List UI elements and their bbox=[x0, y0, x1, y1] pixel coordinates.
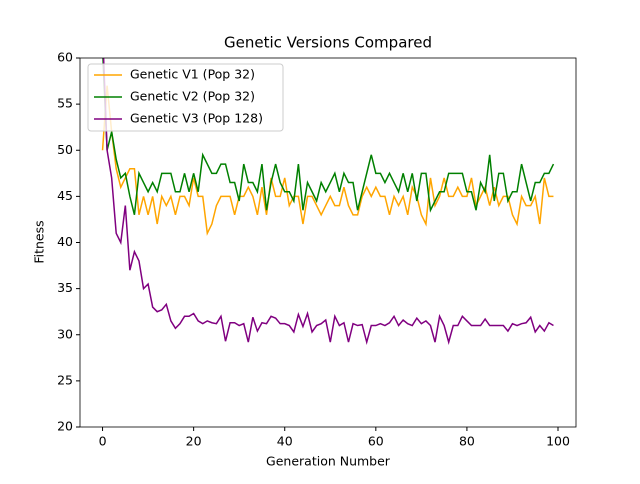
x-tick-label: 40 bbox=[277, 434, 293, 449]
y-tick-label: 20 bbox=[57, 419, 73, 434]
y-tick-label: 55 bbox=[57, 96, 73, 111]
y-tick-label: 45 bbox=[57, 188, 73, 203]
x-tick-label: 0 bbox=[99, 434, 107, 449]
plot-area bbox=[101, 58, 555, 346]
x-axis-label: Generation Number bbox=[266, 454, 391, 469]
x-tick-label: 20 bbox=[186, 434, 202, 449]
chart-title: Genetic Versions Compared bbox=[224, 34, 432, 52]
legend-label: Genetic V2 (Pop 32) bbox=[130, 89, 255, 104]
series-line bbox=[102, 58, 555, 216]
y-tick-label: 40 bbox=[57, 234, 73, 249]
legend-label: Genetic V1 (Pop 32) bbox=[130, 67, 255, 82]
legend-box bbox=[87, 63, 284, 132]
y-tick-label: 60 bbox=[57, 50, 73, 65]
y-tick-label: 25 bbox=[57, 372, 73, 387]
x-tick-label: 80 bbox=[459, 434, 475, 449]
y-axis-label: Fitness bbox=[32, 220, 47, 263]
y-tick-label: 30 bbox=[57, 326, 73, 341]
y-tick-label: 35 bbox=[57, 280, 73, 295]
axes-frame bbox=[79, 57, 577, 428]
y-tick-label: 50 bbox=[57, 142, 73, 157]
legend-label: Genetic V3 (Pop 128) bbox=[130, 111, 263, 126]
x-tick-label: 60 bbox=[368, 434, 384, 449]
x-tick-label: 100 bbox=[546, 434, 570, 449]
series-line bbox=[102, 58, 554, 346]
